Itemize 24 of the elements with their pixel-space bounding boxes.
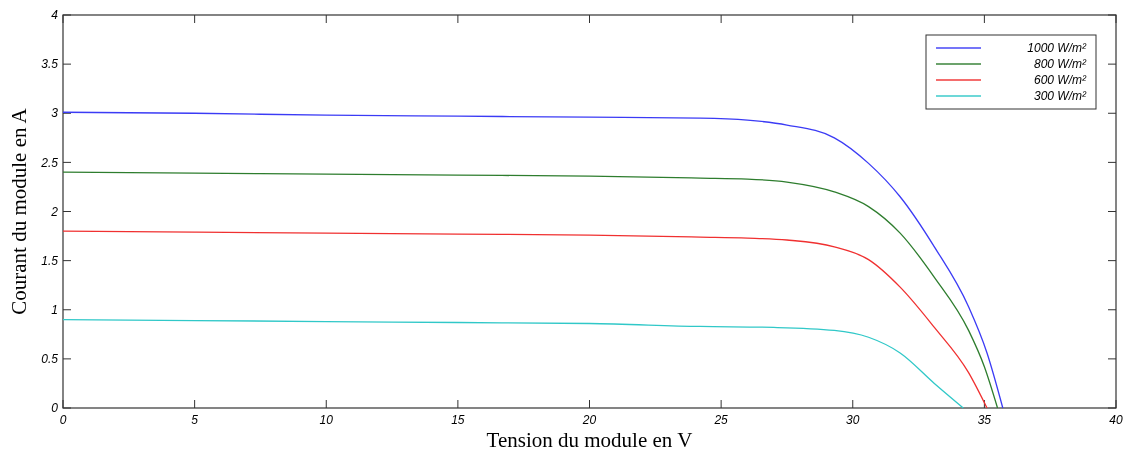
x-tick-label: 35: [977, 413, 992, 427]
y-tick-label: 0: [51, 401, 59, 416]
line-series: [62, 171, 999, 409]
y-axis-title: Courant du module en A: [7, 107, 31, 315]
y-tick-label: 1.5: [41, 253, 59, 268]
legend: 1000 W/m² 800 W/m² 600 W/m² 300 W/m²: [925, 34, 1097, 110]
x-tick-label: 25: [713, 413, 729, 427]
x-tick-label: 20: [581, 413, 597, 427]
x-tick-label: 15: [451, 413, 465, 427]
y-tick-label: 2: [50, 204, 59, 219]
x-tick-label: 10: [319, 413, 334, 427]
y-tick-label: 1: [51, 302, 58, 317]
line-series: [62, 230, 988, 409]
line-series: [62, 111, 1004, 409]
x-tick-label: 40: [1109, 413, 1123, 427]
x-axis-title: Tension du module en V: [486, 428, 693, 452]
line-series: [62, 318, 964, 409]
y-tick-label: 4: [51, 8, 59, 23]
y-tick-label: 3.5: [41, 57, 59, 72]
x-tick-label: 30: [846, 413, 860, 427]
y-tick-label: 0.5: [41, 352, 59, 367]
y-tick-label: 3: [51, 106, 59, 121]
y-tick-label: 2.5: [40, 155, 59, 170]
x-tick-label: 5: [191, 413, 199, 427]
